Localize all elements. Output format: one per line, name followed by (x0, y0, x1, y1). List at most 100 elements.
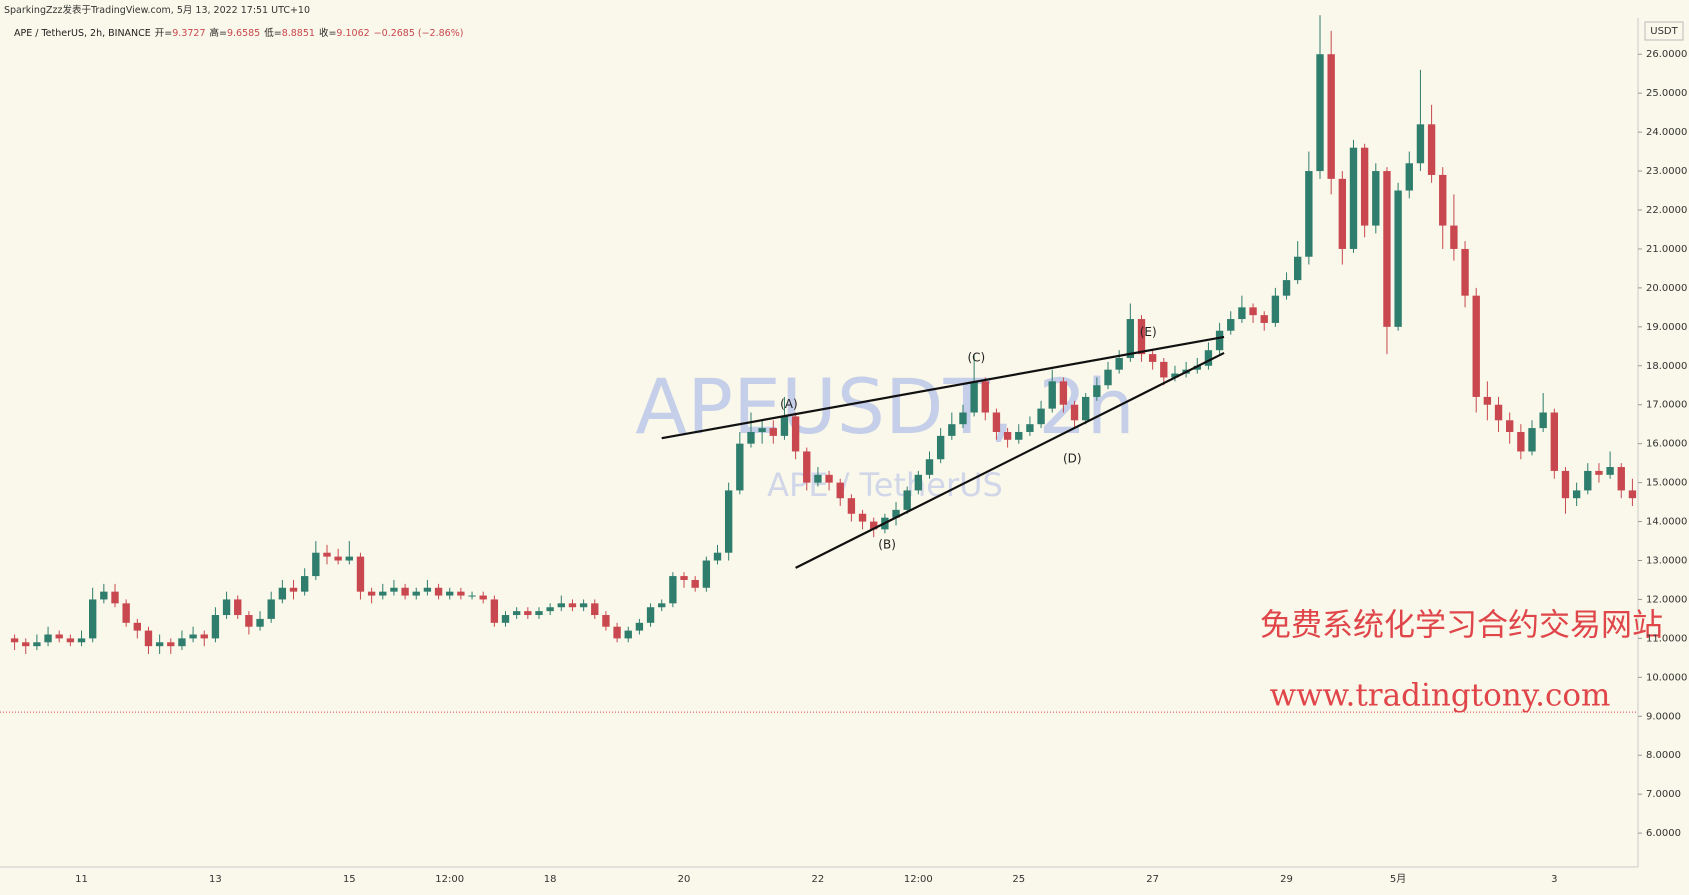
candle-body (412, 591, 420, 596)
candle-body (646, 607, 655, 623)
candle-body (1282, 280, 1291, 296)
legend-value: 8.8851 (281, 28, 315, 39)
candle-body (803, 451, 811, 483)
candle-body (44, 634, 52, 643)
candle-body (1427, 124, 1436, 175)
candle-body (1506, 420, 1514, 432)
candle-body (55, 634, 63, 639)
candle-body (524, 611, 532, 616)
candle-body (22, 642, 30, 647)
candle-body (245, 615, 253, 627)
candle-body (613, 626, 621, 639)
candle-body (680, 576, 688, 580)
candle-body (736, 443, 744, 491)
candle-body (780, 416, 789, 436)
candle-body (814, 474, 822, 483)
candle-body (1215, 330, 1224, 351)
wave-label: (E) (1140, 325, 1157, 339)
candle-body (1338, 178, 1347, 249)
candle-body (100, 591, 108, 600)
candle-body (1015, 431, 1023, 440)
y-tick-label: 14.0000 (1646, 517, 1687, 528)
candle-body (1372, 171, 1380, 226)
candle-body (289, 587, 298, 592)
candle-body (1606, 467, 1614, 475)
candle-body (446, 591, 454, 596)
legend: APE / TetherUS, 2h, BINANCE 开=9.3727 高=9.6… (14, 25, 467, 39)
candle-body (1327, 54, 1335, 179)
candle-body (167, 642, 175, 647)
watermark-sub: APE / TetherUS (767, 466, 1003, 504)
candle-body (535, 611, 543, 616)
candle-body (914, 474, 923, 491)
y-tick-label: 8.0000 (1646, 750, 1681, 761)
candle-body (401, 587, 409, 596)
candle-body (312, 552, 320, 577)
candle-body (758, 428, 766, 432)
candle-body (33, 642, 41, 647)
candle-body (1383, 171, 1391, 327)
candle-body (379, 591, 387, 596)
candle-body (390, 587, 398, 592)
wave-label: (B) (878, 537, 896, 551)
candle-body (178, 638, 186, 647)
candle-body (77, 638, 86, 643)
candle-body (1405, 163, 1413, 191)
candle-body (479, 595, 487, 600)
y-tick-label: 11.0000 (1646, 633, 1687, 644)
legend-change: −0.2685 (−2.86%) (373, 28, 464, 39)
candle-body (1550, 412, 1559, 471)
candle-body (1360, 147, 1369, 226)
x-tick-label: 29 (1280, 874, 1293, 885)
candle-body (836, 482, 844, 499)
candle-body (1472, 295, 1480, 397)
candle-body (111, 591, 119, 604)
y-tick-label: 25.0000 (1646, 88, 1687, 99)
y-tick-label: 21.0000 (1646, 244, 1687, 255)
candle-body (1171, 373, 1179, 378)
candle-body (1137, 319, 1146, 355)
y-tick-label: 23.0000 (1646, 166, 1687, 177)
candle-body (1204, 350, 1213, 366)
legend-label: 开= (154, 28, 173, 39)
candle-body (1450, 225, 1458, 249)
candle-body (423, 587, 432, 592)
candle-body (658, 603, 666, 608)
x-tick-label: 12:00 (904, 874, 933, 885)
legend-label: 高= (209, 28, 227, 39)
candle-body (1115, 357, 1123, 370)
candle-body (1561, 470, 1570, 499)
candle-body (200, 634, 208, 639)
candle-body (1037, 408, 1045, 425)
y-tick-label: 7.0000 (1646, 789, 1681, 800)
candle-body (1249, 307, 1257, 316)
candle-body (959, 412, 967, 425)
symbol: APE / TetherUS, 2h, BINANCE (14, 28, 151, 39)
candle-body (724, 490, 733, 553)
x-tick-label: 25 (1012, 874, 1025, 885)
candle-body (1494, 404, 1503, 421)
candle-body (713, 552, 722, 561)
candle-body (1059, 381, 1068, 405)
candle-body (1193, 365, 1201, 370)
x-tick-label: 5月 (1390, 873, 1406, 885)
candle-body (1160, 361, 1168, 378)
candle-body (936, 435, 945, 460)
x-tick-label: 20 (678, 874, 691, 885)
y-tick-label: 13.0000 (1646, 556, 1687, 567)
candle-body (501, 615, 510, 623)
watermark: APEUSDT, 2h (635, 362, 1135, 451)
promo-line2: www.tradingtony.com (1270, 678, 1611, 714)
candle-body (1026, 424, 1034, 432)
candle-body (334, 556, 342, 561)
candle-body (1126, 319, 1135, 358)
candle-body (189, 634, 197, 639)
candle-body (1595, 470, 1603, 475)
candle-body (1271, 295, 1280, 323)
candle-body (847, 498, 856, 514)
candle-body (557, 603, 565, 608)
candle-body (1628, 490, 1637, 499)
legend-label: 低= (264, 28, 282, 39)
y-tick-label: 18.0000 (1646, 361, 1687, 372)
